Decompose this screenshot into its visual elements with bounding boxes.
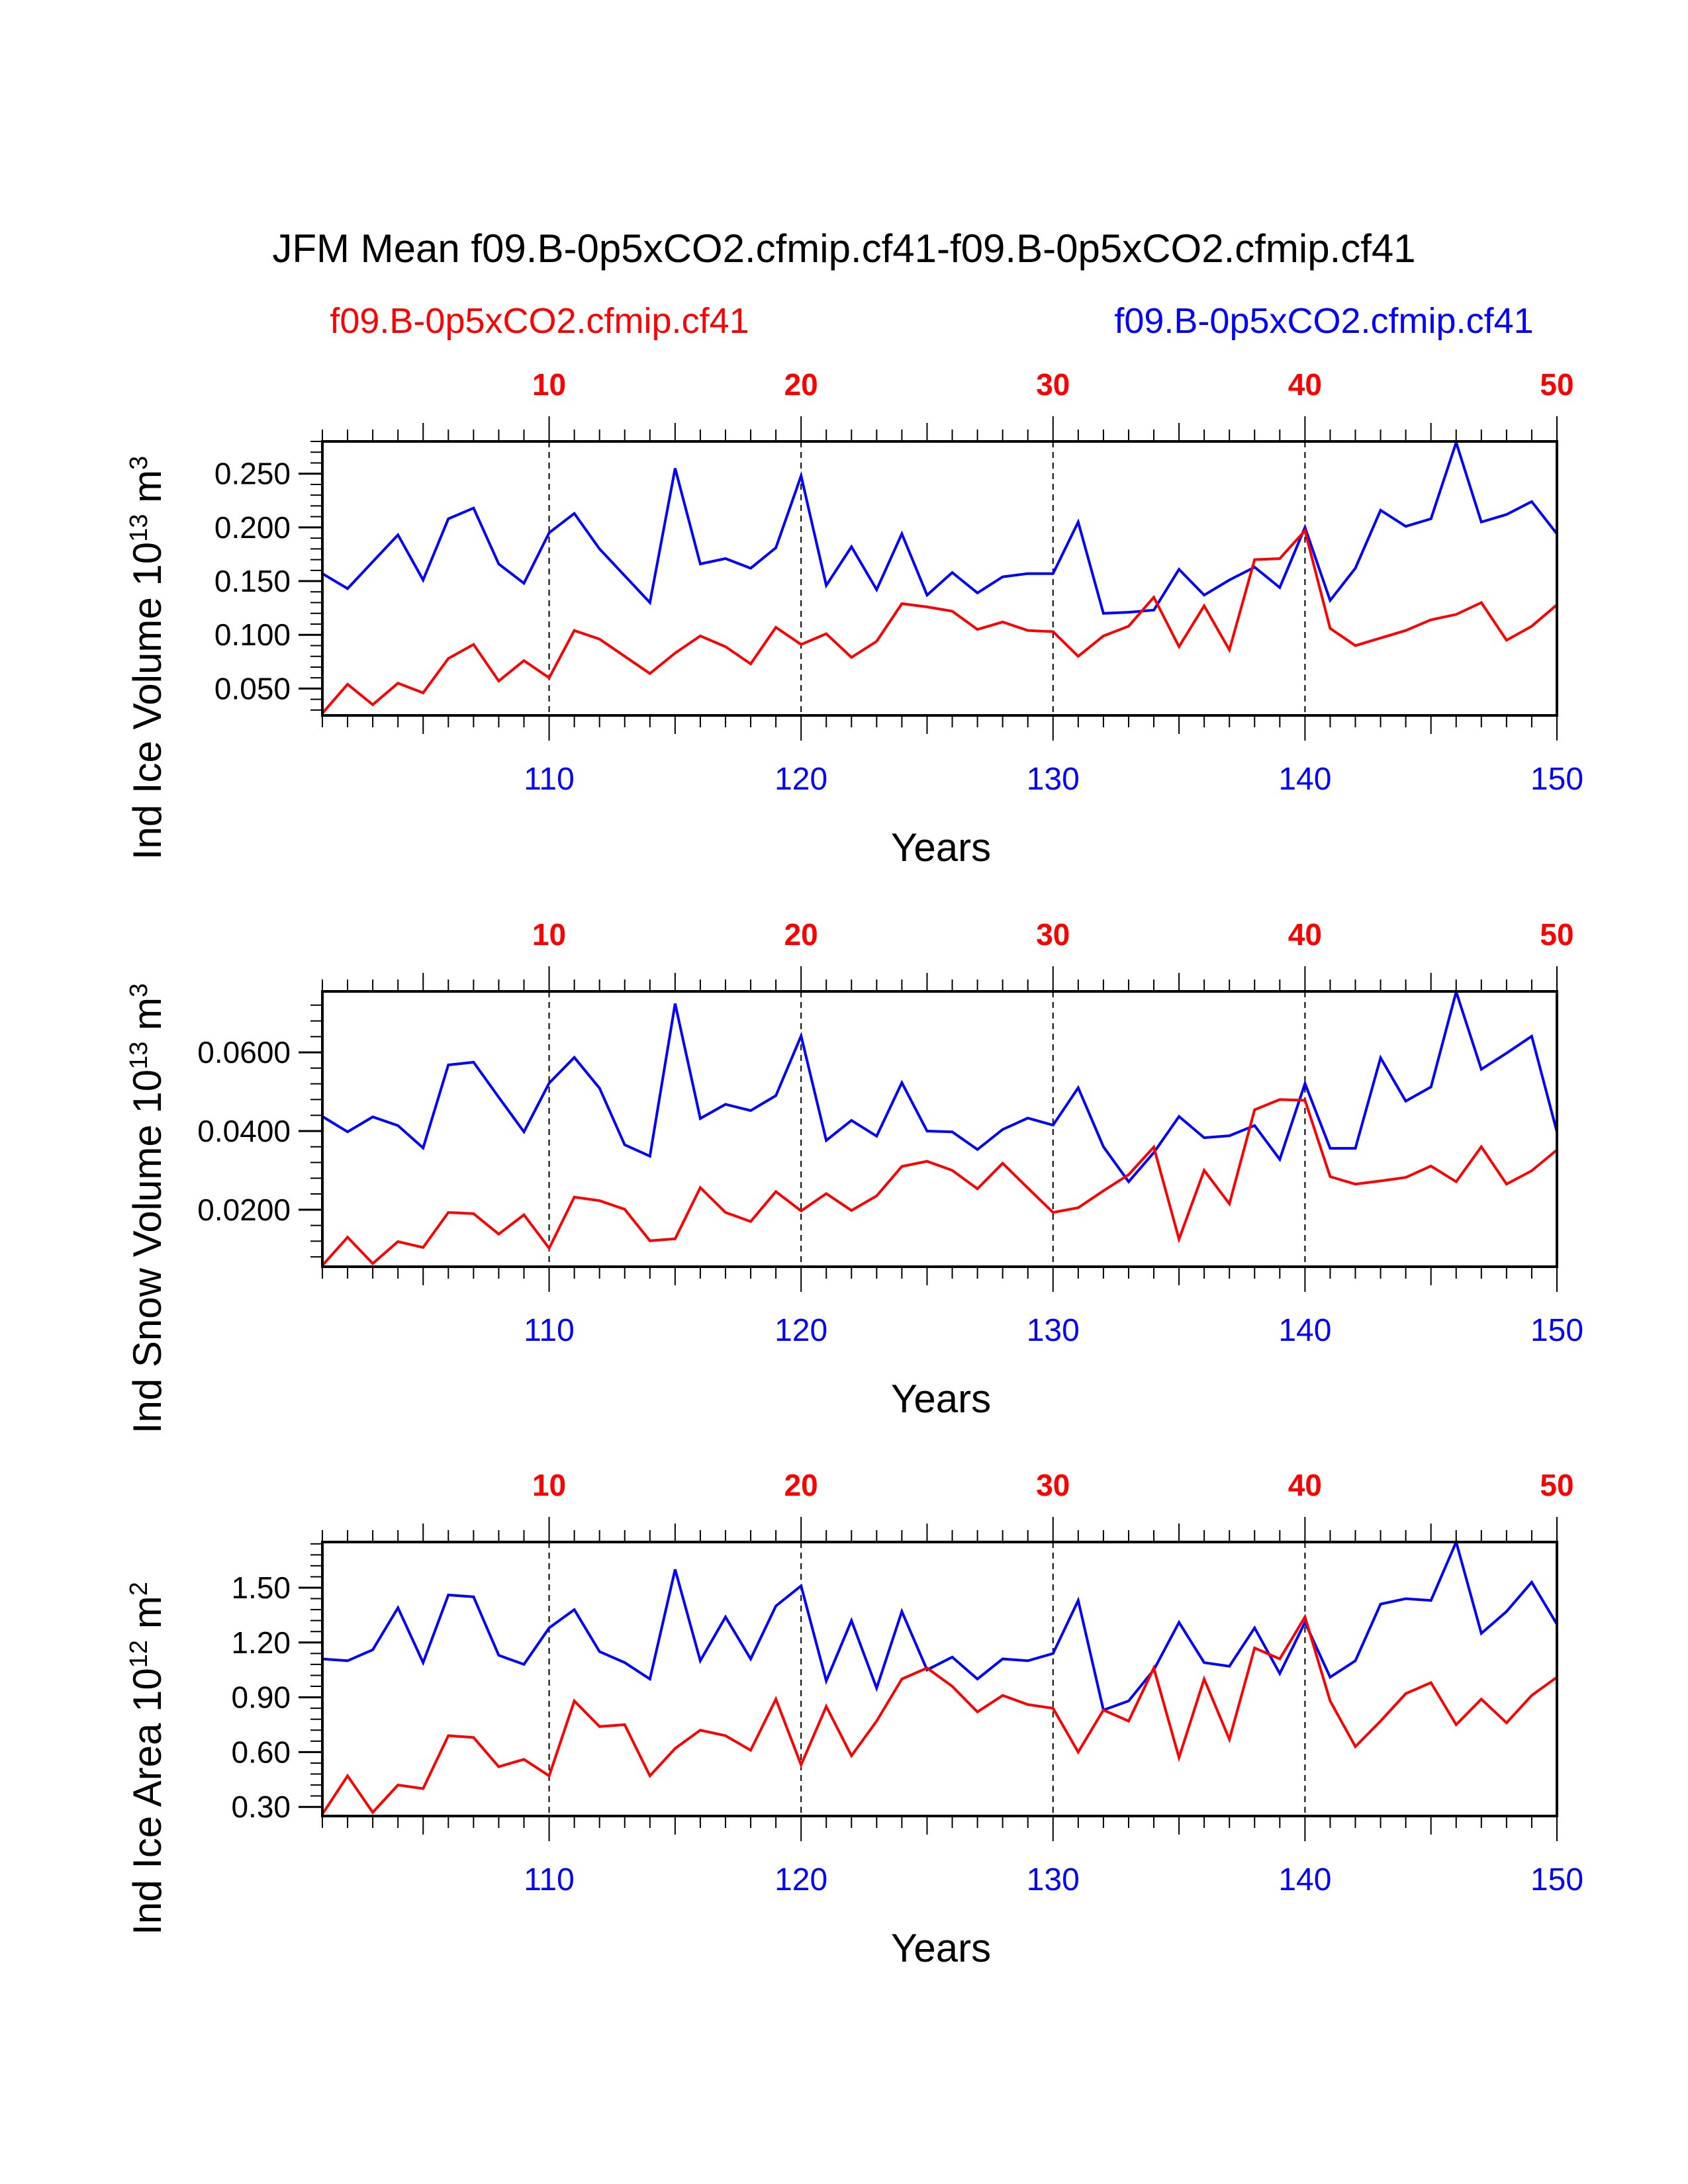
x-top-tick-label: 20: [784, 367, 818, 402]
x-top-tick-label: 10: [532, 1468, 566, 1502]
x-top-tick-label: 10: [532, 917, 566, 952]
x-top-tick-label: 20: [784, 1468, 818, 1502]
y-axis-label: Ind Snow Volume 1013 m3: [125, 983, 169, 1433]
x-top-tick-label: 50: [1540, 1468, 1573, 1502]
panel-snow-volume: 110 120 130 140 150 10 20 30 40 50 0.0200 0.0400 0.0…: [125, 917, 1583, 1433]
x-axis-label: Years: [891, 1377, 991, 1421]
x-top-tick-label: 30: [1036, 917, 1070, 952]
y-tick-label: 0.0600: [197, 1035, 291, 1069]
x-bottom-tick-label: 110: [524, 1313, 575, 1348]
y-tick-label: 0.90: [231, 1680, 291, 1715]
series-line-blue: [321, 987, 1558, 1184]
x-bottom-tick-label: 110: [524, 1862, 575, 1897]
x-axis-label: Years: [891, 1926, 991, 1970]
x-bottom-tick-label: 130: [1027, 1862, 1080, 1897]
x-top-tick-label: 40: [1288, 367, 1322, 402]
series-line-blue: [322, 1537, 1558, 1712]
x-top-tick-label: 40: [1288, 1468, 1322, 1502]
y-tick-label: 0.0200: [197, 1193, 291, 1227]
series-line-red: [321, 527, 1558, 715]
panel-ice-area: 110 120 130 140 150 10 20 30 40 50 0.30 0.60 0.90 1.2…: [125, 1468, 1583, 1970]
y-tick-label: 0.250: [214, 457, 291, 491]
y-tick-label: 0.100: [214, 617, 291, 652]
y-tick-label: 0.050: [214, 671, 291, 705]
x-axis-label: Years: [891, 825, 991, 870]
y-axis-label: Ind Ice Area 1012 m2: [125, 1582, 169, 1935]
plot-frame: [321, 990, 1558, 1268]
x-bottom-tick-label: 150: [1530, 1313, 1583, 1348]
x-bottom-tick-label: 120: [774, 762, 827, 797]
y-axis-label: Ind Ice Volume 1013 m3: [125, 456, 169, 860]
x-bottom-tick-label: 150: [1530, 762, 1583, 797]
x-top-tick-label: 30: [1036, 1468, 1070, 1502]
series-line-blue: [321, 438, 1558, 615]
legend-left-label: f09.B-0p5xCO2.cfmip.cf41: [330, 301, 749, 341]
figure-title: JFM Mean f09.B-0p5xCO2.cfmip.cf41-f09.B-…: [272, 226, 1415, 271]
x-top-tick-label: 50: [1540, 367, 1573, 402]
x-bottom-tick-label: 150: [1530, 1862, 1583, 1897]
y-tick-label: 1.20: [231, 1625, 291, 1660]
x-bottom-tick-label: 110: [524, 762, 575, 797]
plot-frame: [321, 440, 1558, 717]
series-line-red: [321, 1098, 1558, 1267]
x-bottom-tick-label: 140: [1278, 762, 1331, 797]
y-tick-label: 0.150: [214, 564, 291, 598]
plot-frame: [321, 1541, 1558, 1817]
y-tick-label: 0.30: [231, 1790, 291, 1824]
x-bottom-tick-label: 140: [1278, 1862, 1331, 1897]
x-top-tick-label: 40: [1288, 917, 1322, 952]
x-top-tick-label: 50: [1540, 917, 1573, 952]
y-tick-label: 0.200: [214, 510, 291, 545]
x-bottom-tick-label: 120: [774, 1862, 827, 1897]
x-bottom-tick-label: 130: [1027, 1313, 1080, 1348]
x-top-tick-label: 10: [532, 367, 566, 402]
x-bottom-tick-label: 140: [1278, 1313, 1331, 1348]
panel-ice-volume: 110 120 130 140 150 10 20 30 40 50 0.050 0.100 0.150…: [125, 367, 1583, 870]
y-tick-label: 0.60: [231, 1735, 291, 1769]
x-bottom-tick-label: 120: [774, 1313, 827, 1348]
legend-right-label: f09.B-0p5xCO2.cfmip.cf41: [1114, 301, 1533, 341]
y-tick-label: 1.50: [231, 1570, 291, 1605]
series-line-red: [321, 1614, 1558, 1815]
x-top-tick-label: 20: [784, 917, 818, 952]
y-tick-label: 0.0400: [197, 1114, 291, 1148]
x-bottom-tick-label: 130: [1027, 762, 1080, 797]
x-top-tick-label: 30: [1036, 367, 1070, 402]
